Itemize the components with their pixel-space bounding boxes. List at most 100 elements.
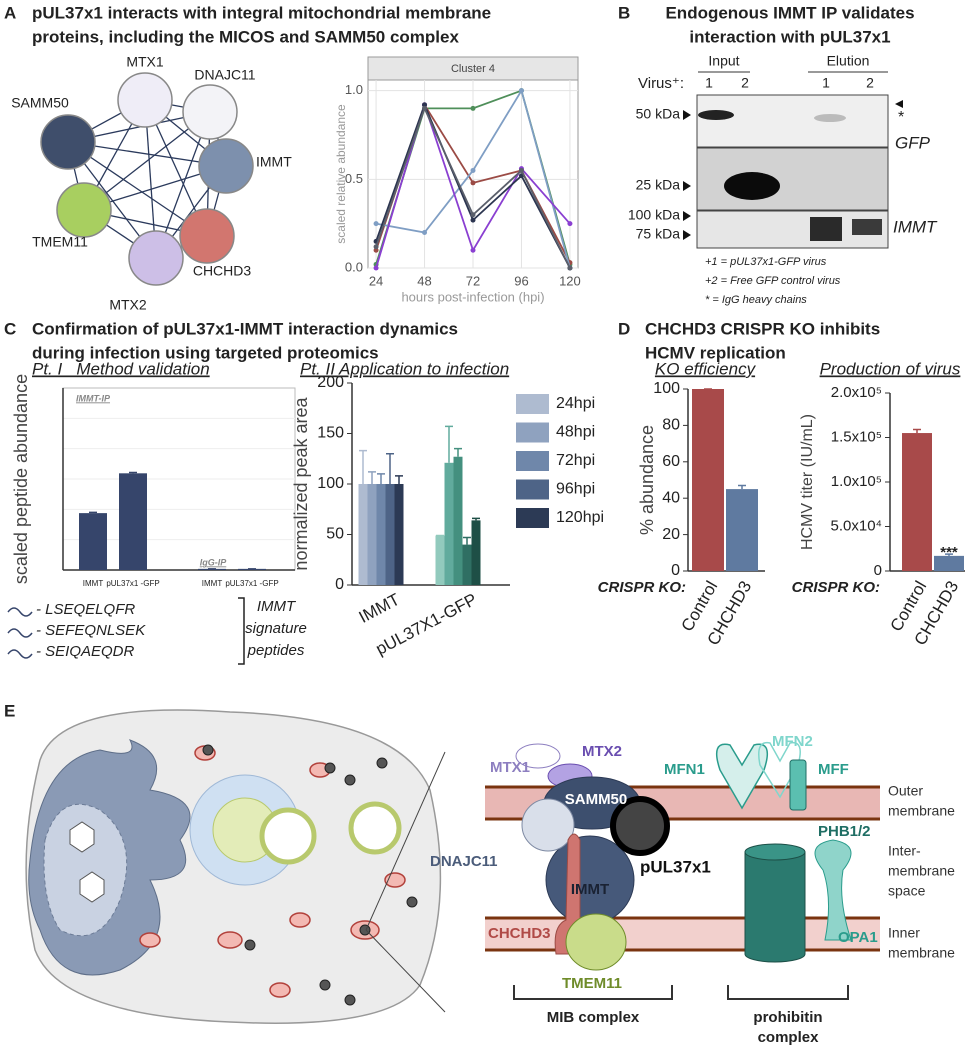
phb-top	[744, 843, 806, 861]
panel-title: proteins, including the MICOS and SAMM50…	[32, 27, 459, 46]
series-point	[470, 180, 476, 186]
mito	[269, 982, 291, 998]
pul37x1-shape	[610, 796, 670, 856]
y-tick-label: 0.5	[345, 171, 363, 186]
panel-label: C	[4, 319, 16, 338]
phb-shape	[744, 852, 806, 963]
x-tick-label: 24	[369, 273, 383, 288]
x-axis-label: CRISPR KO:	[598, 579, 686, 596]
y-tick-label: 40	[662, 489, 680, 506]
dot	[202, 744, 214, 756]
error-bar	[454, 447, 462, 457]
marker-arrow	[683, 110, 691, 240]
panel-title: CHCHD3 CRISPR KO inhibits	[645, 319, 880, 338]
legend-swatch	[516, 479, 549, 500]
panel-label: D	[618, 319, 630, 338]
dot	[344, 994, 356, 1006]
node-label: DNAJC11	[194, 67, 255, 83]
network-node	[182, 84, 238, 140]
bar	[358, 484, 368, 585]
series-point	[373, 221, 379, 227]
protein-label: MFN2	[772, 733, 813, 750]
band-arrow	[895, 100, 903, 108]
blot-label: IMMT	[893, 217, 938, 236]
mito	[289, 912, 311, 928]
lane-number: 2	[741, 75, 749, 91]
marker-label: 100 kDa	[628, 207, 680, 223]
peptide-wave	[7, 607, 33, 659]
node-label: TMEM11	[32, 234, 88, 250]
y-tick-label: 1.5x10⁵	[831, 428, 882, 445]
y-axis-label: normalized peak area	[291, 396, 311, 570]
legend-label: 48hpi	[556, 424, 595, 441]
protein-label: DNAJC11	[430, 853, 498, 870]
network-edge	[67, 141, 208, 237]
legend-label: 72hpi	[556, 452, 595, 469]
peptide: - SEFEQNLSEK	[36, 622, 146, 639]
series-point	[470, 217, 476, 223]
annotation: ***	[940, 544, 958, 561]
node-label: SAMM50	[11, 95, 69, 111]
blot	[696, 147, 889, 211]
y-axis-label: HCMV titer (IU/mL)	[799, 414, 816, 550]
mfn2-shape	[758, 741, 801, 799]
membrane-label: membrane	[888, 803, 955, 819]
tmem11-shape	[565, 913, 627, 971]
error-bar	[463, 536, 471, 545]
legend-swatch	[516, 451, 549, 471]
y-tick-label: 100	[653, 380, 680, 397]
network-node	[56, 182, 112, 238]
virus-label: Virus⁺:	[638, 75, 684, 92]
y-tick-label: 80	[662, 417, 680, 434]
series-point	[373, 244, 379, 250]
series-point	[422, 230, 428, 236]
y-tick-label: 60	[662, 453, 680, 470]
panel-title: HCMV replication	[645, 343, 786, 362]
legend-swatch	[516, 422, 549, 443]
error-bar	[913, 428, 921, 434]
y-tick-label: 0.0	[345, 259, 363, 274]
dot	[324, 762, 336, 774]
peptide: - LSEQELQFR	[36, 601, 135, 618]
bar	[471, 520, 481, 585]
series-point	[470, 247, 476, 253]
peptide-note: IMMT	[257, 598, 297, 615]
error-bar	[386, 452, 394, 484]
protein-label: SAMM50	[565, 791, 628, 808]
subtitle: Pt. I Method validation	[32, 359, 210, 378]
mff-shape	[789, 759, 807, 811]
y-tick-label: 50	[326, 526, 344, 543]
series-point	[422, 105, 428, 111]
complex-label: complex	[758, 1029, 820, 1046]
subtitle: Production of virus	[820, 359, 961, 378]
dot	[376, 757, 388, 769]
protein-label: MTX1	[490, 759, 530, 776]
membrane-label: Inter-	[888, 843, 921, 859]
error-bar	[445, 425, 453, 463]
x-tick-label: IMMT	[356, 590, 403, 627]
series-point	[567, 265, 573, 271]
dot	[359, 924, 371, 936]
node-label: MTX1	[126, 54, 164, 70]
y-tick-label: 1.0x10⁵	[831, 473, 882, 490]
series-point	[518, 88, 524, 94]
legend-swatch	[516, 394, 549, 414]
protein-label: OPA1	[838, 929, 878, 946]
bar	[367, 484, 377, 585]
legend-label: 120hpi	[556, 509, 604, 526]
node-label: MTX2	[109, 297, 147, 313]
error-bar	[738, 484, 746, 490]
series-point	[373, 265, 379, 271]
network-node	[179, 208, 235, 264]
mfn1-shape	[715, 743, 769, 810]
note: * = IgG heavy chains	[705, 294, 807, 306]
y-tick-label: 100	[317, 475, 344, 492]
virion	[259, 807, 317, 865]
error-bar	[472, 517, 480, 521]
y-tick-label: 2.0x10⁵	[831, 384, 882, 401]
protein-label: pUL37x1	[640, 857, 711, 876]
protein-label: MFF	[818, 761, 849, 778]
bar	[376, 484, 386, 585]
x-tick-label: pUL37x1 -GFP	[225, 579, 278, 588]
